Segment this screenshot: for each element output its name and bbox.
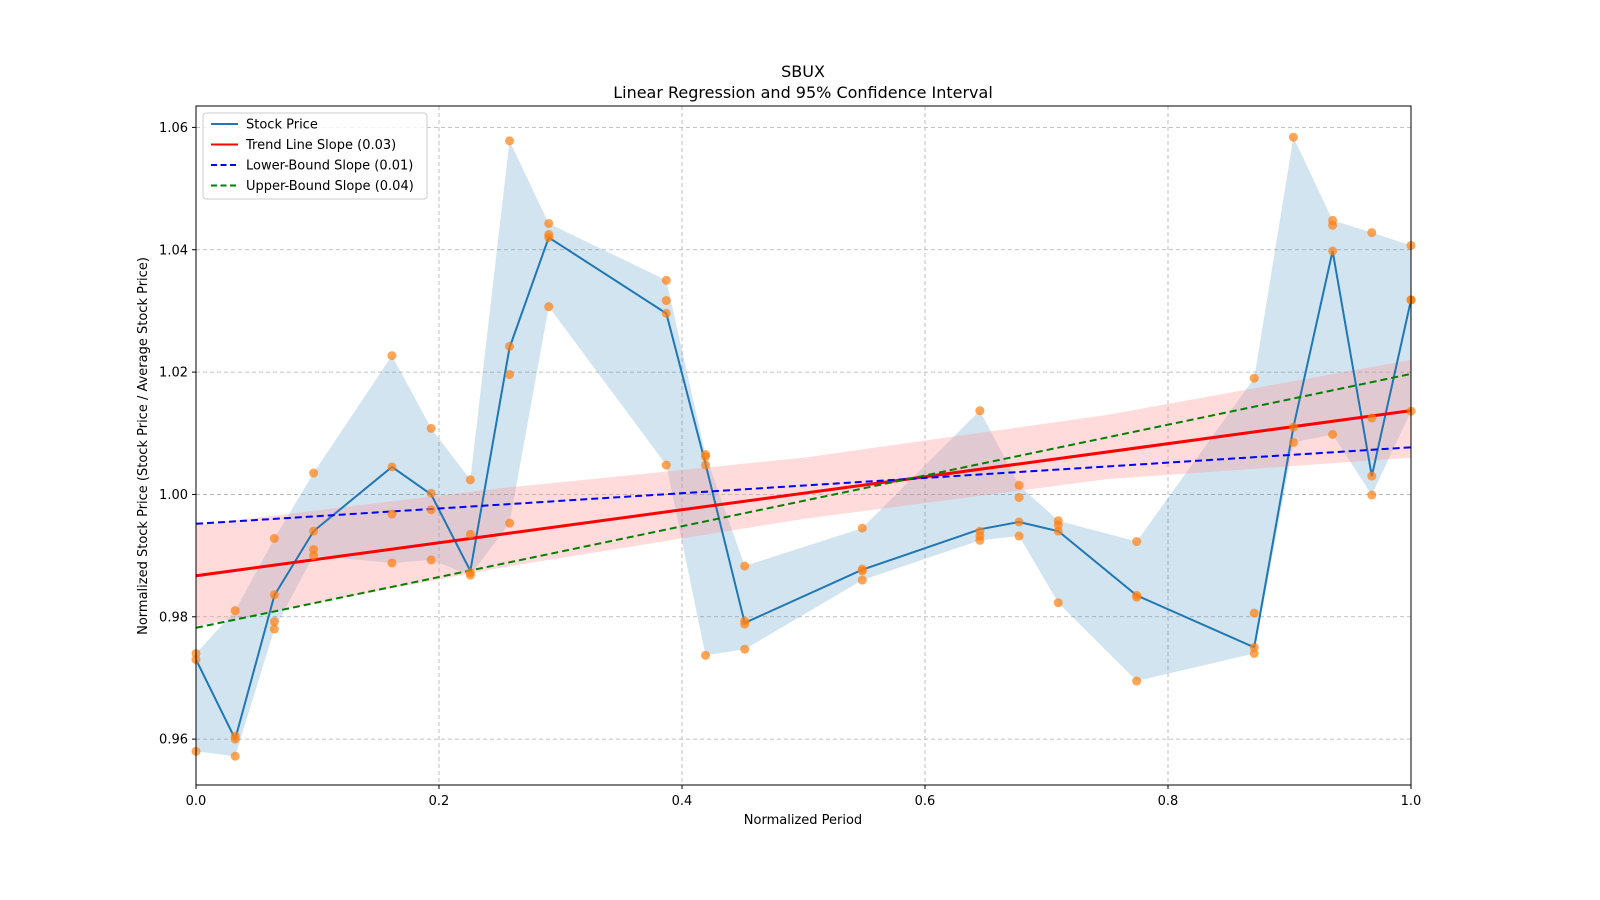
- scatter-point: [1288, 437, 1298, 447]
- scatter-point: [857, 566, 867, 576]
- scatter-point: [426, 423, 436, 433]
- scatter-point: [426, 555, 436, 565]
- scatter-point: [230, 751, 240, 761]
- legend-label: Lower-Bound Slope (0.01): [246, 159, 413, 174]
- scatter-point: [975, 535, 985, 545]
- x-tick-label: 1.0: [1401, 794, 1422, 809]
- stock-price-range-band: [196, 137, 1411, 757]
- scatter-point: [465, 529, 475, 539]
- legend-box: [202, 112, 428, 200]
- x-axis-label: Normalized Period: [744, 813, 862, 828]
- x-tick-label: 0.6: [915, 794, 936, 809]
- y-axis-label: Normalized Stock Price (Stock Price / Av…: [136, 257, 151, 635]
- scatter-point: [1328, 246, 1338, 256]
- scatter-point: [387, 462, 397, 472]
- y-tick-label: 1.02: [159, 366, 188, 381]
- scatter-point: [269, 624, 279, 634]
- scatter-point: [661, 275, 671, 285]
- scatter-point: [701, 650, 711, 660]
- scatter-point: [230, 606, 240, 616]
- scatter-point: [1014, 480, 1024, 490]
- scatter-point: [1367, 413, 1377, 423]
- y-tick-label: 0.96: [159, 733, 188, 748]
- chart-subtitle: Linear Regression and 95% Confidence Int…: [613, 83, 993, 102]
- scatter-point: [1014, 492, 1024, 502]
- y-tick-label: 1.06: [159, 121, 188, 136]
- stock-price-line: [195, 235, 1412, 742]
- scatter-point: [701, 460, 711, 470]
- scatter-point: [544, 302, 554, 312]
- series-lines: [195, 235, 1412, 742]
- scatter-point: [1053, 598, 1063, 608]
- legend: Stock Price Trend Line Slope (0.03) Lower-…: [202, 112, 428, 200]
- scatter-point: [505, 370, 515, 380]
- scatter-point: [1053, 526, 1063, 536]
- upper-bound-line: [195, 372, 1412, 629]
- scatter-point: [661, 296, 671, 306]
- x-tick-label: 0.2: [429, 794, 450, 809]
- scatter-point: [1132, 537, 1142, 547]
- scatter-point: [309, 526, 319, 536]
- scatter-point: [387, 509, 397, 519]
- x-tick-label: 0.0: [186, 794, 207, 809]
- scatter-point: [465, 570, 475, 580]
- scatter-point: [1288, 132, 1298, 142]
- scatter-point: [544, 218, 554, 228]
- scatter-point: [505, 518, 515, 528]
- scatter-point: [1367, 471, 1377, 481]
- legend-label: Upper-Bound Slope (0.04): [246, 179, 414, 194]
- scatter-point: [1367, 228, 1377, 238]
- scatter-point: [1014, 517, 1024, 527]
- axes-frame: [195, 105, 1412, 786]
- x-tick-label: 0.8: [1158, 794, 1179, 809]
- scatter-point: [975, 406, 985, 416]
- scatter-point: [701, 452, 711, 462]
- legend-label: Trend Line Slope (0.03): [245, 138, 396, 153]
- scatter-point: [1132, 676, 1142, 686]
- confidence-bands: [196, 137, 1411, 757]
- trend-line: [195, 409, 1412, 578]
- scatter-point: [544, 233, 554, 243]
- y-tick-label: 0.98: [159, 610, 188, 625]
- scatter-point: [426, 488, 436, 498]
- scatter-point: [1249, 373, 1259, 383]
- scatter-point: [1249, 648, 1259, 658]
- scatter-point: [269, 533, 279, 543]
- scatter-point: [505, 136, 515, 146]
- scatter-point: [309, 468, 319, 478]
- scatter-point: [740, 561, 750, 571]
- scatter-point: [857, 575, 867, 585]
- scatter-point: [387, 558, 397, 568]
- y-tick-label: 1.04: [159, 243, 188, 258]
- scatter-point: [857, 523, 867, 533]
- scatter-point: [230, 734, 240, 744]
- scatter-point: [740, 619, 750, 629]
- scatter-point: [1249, 608, 1259, 618]
- y-tick-label: 1.00: [159, 488, 188, 503]
- scatter-point: [1328, 220, 1338, 230]
- scatter-point: [1367, 490, 1377, 500]
- scatter-point: [309, 551, 319, 561]
- scatter-point: [426, 505, 436, 515]
- chart-title: SBUX: [781, 62, 825, 81]
- scatter-point: [661, 308, 671, 318]
- scatter-point: [1014, 531, 1024, 541]
- axis-ticks: 0.0 0.2 0.4 0.6 0.8 1.0 0.96 0.98 1.00 1.02 1.04 1.…: [159, 121, 1421, 809]
- scatter-point: [505, 341, 515, 351]
- scatter-points: [191, 132, 1416, 761]
- scatter-point: [1288, 422, 1298, 432]
- scatter-point: [465, 475, 475, 485]
- scatter-point: [387, 351, 397, 361]
- lower-bound-line: [195, 446, 1412, 525]
- x-tick-label: 0.4: [672, 794, 693, 809]
- scatter-point: [1328, 429, 1338, 439]
- scatter-point: [269, 617, 279, 627]
- scatter-point: [1132, 592, 1142, 602]
- scatter-point: [269, 590, 279, 600]
- legend-label: Stock Price: [246, 118, 318, 133]
- scatter-point: [740, 644, 750, 654]
- scatter-point: [661, 460, 671, 470]
